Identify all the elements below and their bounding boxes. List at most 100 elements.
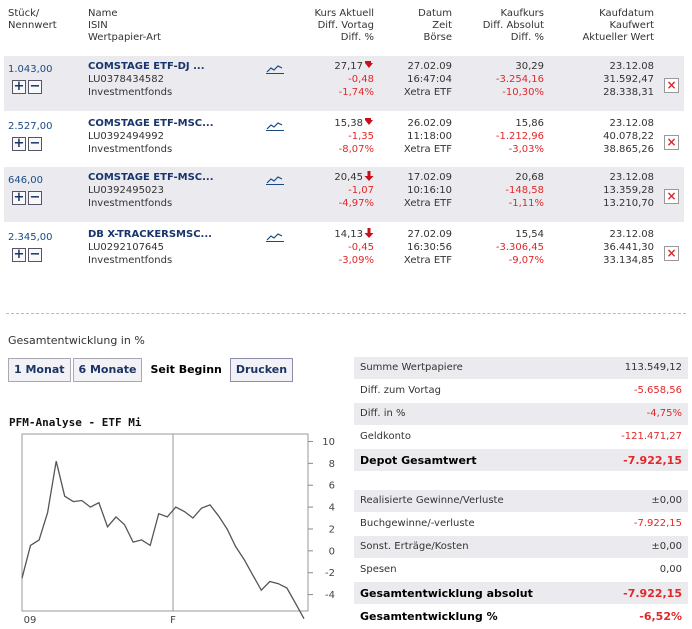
- summary-label: Gesamtentwicklung %: [360, 610, 498, 623]
- position-row: 1.043,00 + − COMSTAGE ETF-DJ ... LU03784…: [4, 56, 684, 111]
- trend-arrow-icon: [364, 228, 374, 238]
- summary-value: -7.922,15: [633, 518, 682, 529]
- trend-arrow-icon: [364, 171, 374, 181]
- header-kurs-label: Kurs Aktuell: [314, 8, 375, 19]
- performance-chart: 10 8 6 4 2 0 -2 -4 09 F: [21, 433, 335, 626]
- header-nennwert-label: Nennwert: [8, 20, 57, 31]
- purchase-price: 15,54: [515, 229, 544, 240]
- header-diff-vortag-label: Diff. Vortag: [317, 20, 374, 31]
- summary-label: Diff. zum Vortag: [360, 385, 441, 396]
- decrease-qty-button[interactable]: −: [28, 136, 42, 151]
- current-price: 27,17: [274, 60, 374, 73]
- diff-vortag: -1,07: [348, 185, 374, 196]
- summary-value: -7.922,15: [623, 587, 682, 600]
- current-price: 15,38: [274, 117, 374, 130]
- decrease-qty-button[interactable]: −: [28, 79, 42, 94]
- summary-label: Geldkonto: [360, 431, 411, 442]
- purchase-date: 23.12.08: [609, 229, 654, 240]
- diff-vortag: -0,45: [348, 242, 374, 253]
- current-value: 38.865,26: [603, 144, 654, 155]
- quote-time: 11:18:00: [407, 131, 452, 142]
- summary-value: ±0,00: [651, 495, 682, 506]
- y-tick-label: 10: [322, 437, 335, 448]
- increase-qty-button[interactable]: +: [12, 190, 26, 205]
- summary-table: Summe Wertpapiere 113.549,12 Diff. zum Vor…: [354, 357, 688, 472]
- summary-value: 113.549,12: [624, 362, 682, 373]
- position-qty: 646,00: [8, 175, 43, 186]
- header-name: Name ISIN Wertpapier-Art: [88, 8, 161, 44]
- diff-percent: -4,97%: [338, 198, 374, 209]
- quote-time: 16:30:56: [407, 242, 452, 253]
- summary-value: ±0,00: [651, 541, 682, 552]
- trend-arrow-icon: [365, 118, 373, 125]
- diff-percent: -1,74%: [338, 87, 374, 98]
- qty-controls: + −: [12, 80, 42, 94]
- security-isin: LU0292107645: [88, 242, 165, 253]
- header-kaufkurs: Kaufkurs Diff. Absolut Diff. %: [462, 8, 544, 44]
- increase-qty-button[interactable]: +: [12, 79, 26, 94]
- summary-row: Gesamtentwicklung absolut -7.922,15: [354, 582, 688, 605]
- delete-position-button[interactable]: ×: [664, 189, 679, 204]
- summary-row: Gesamtentwicklung % -6,52%: [354, 605, 688, 628]
- y-tick-label: 0: [329, 546, 335, 557]
- delete-position-button[interactable]: ×: [664, 78, 679, 93]
- summary-row: Depot Gesamtwert -7.922,15: [354, 449, 688, 472]
- purchase-date: 23.12.08: [609, 118, 654, 129]
- security-type: Investmentfonds: [88, 255, 173, 266]
- chart-icon[interactable]: [266, 64, 284, 74]
- purchase-value: 31.592,47: [603, 74, 654, 85]
- increase-qty-button[interactable]: +: [12, 247, 26, 262]
- diff-vortag: -1,35: [348, 131, 374, 142]
- summary-value: -4,75%: [646, 408, 682, 419]
- section-divider: [6, 313, 686, 314]
- x-tick-label: F: [170, 615, 176, 626]
- security-type: Investmentfonds: [88, 87, 173, 98]
- current-price: 20,45: [274, 171, 374, 184]
- summary-label: Sonst. Erträge/Kosten: [360, 541, 469, 552]
- security-name-link[interactable]: COMSTAGE ETF-DJ ...: [88, 61, 205, 72]
- trend-arrow-icon: [365, 61, 373, 68]
- qty-controls: + −: [12, 248, 42, 262]
- header-diffp-label: Diff. %: [340, 32, 374, 43]
- tab-6-monate[interactable]: 6 Monate: [72, 358, 143, 382]
- summary-label: Diff. in %: [360, 408, 406, 419]
- summary-row: Spesen 0,00: [354, 559, 688, 582]
- header-kaufwert-label: Kaufwert: [609, 20, 654, 31]
- print-button[interactable]: Drucken: [229, 358, 294, 382]
- purchase-date: 23.12.08: [609, 172, 654, 183]
- chart-icon[interactable]: [266, 121, 284, 131]
- increase-qty-button[interactable]: +: [12, 136, 26, 151]
- security-name-link[interactable]: DB X-TRACKERSMSC...: [88, 229, 212, 240]
- purchase-value: 40.078,22: [603, 131, 654, 142]
- position-row: 2.527,00 + − COMSTAGE ETF-MSC... LU03924…: [4, 113, 684, 168]
- summary-row: Summe Wertpapiere 113.549,12: [354, 357, 688, 380]
- purchase-diff-percent: -1,11%: [508, 198, 544, 209]
- header-kauf-diffp-label: Diff. %: [510, 32, 544, 43]
- header-kaufdatum: Kaufdatum Kaufwert Aktueller Wert: [554, 8, 654, 44]
- gesamtentwicklung-title: Gesamtentwicklung in %: [8, 334, 145, 347]
- series-line: [21, 461, 305, 620]
- header-datum: Datum Zeit Börse: [384, 8, 452, 44]
- purchase-price: 30,29: [515, 61, 544, 72]
- chart-icon[interactable]: [266, 232, 284, 242]
- y-tick-label: 2: [329, 524, 335, 535]
- delete-position-button[interactable]: ×: [664, 135, 679, 150]
- decrease-qty-button[interactable]: −: [28, 190, 42, 205]
- purchase-diff-absolute: -3.306,45: [495, 242, 544, 253]
- tab-seit-beginn[interactable]: Seit Beginn: [144, 358, 228, 382]
- current-value: 13.210,70: [603, 198, 654, 209]
- decrease-qty-button[interactable]: −: [28, 247, 42, 262]
- header-name-label: Name: [88, 8, 118, 19]
- delete-position-button[interactable]: ×: [664, 246, 679, 261]
- quote-time: 16:47:04: [407, 74, 452, 85]
- diff-vortag: -0,48: [348, 74, 374, 85]
- purchase-date: 23.12.08: [609, 61, 654, 72]
- tab-1-monat[interactable]: 1 Monat: [8, 358, 71, 382]
- security-name-link[interactable]: COMSTAGE ETF-MSC...: [88, 172, 214, 183]
- security-name-link[interactable]: COMSTAGE ETF-MSC...: [88, 118, 214, 129]
- y-tick-label: -4: [325, 590, 335, 601]
- chart-icon[interactable]: [266, 175, 284, 185]
- purchase-diff-absolute: -3.254,16: [495, 74, 544, 85]
- position-row: 646,00 + − COMSTAGE ETF-MSC... LU0392495…: [4, 167, 684, 222]
- y-tick-label: -2: [325, 568, 335, 579]
